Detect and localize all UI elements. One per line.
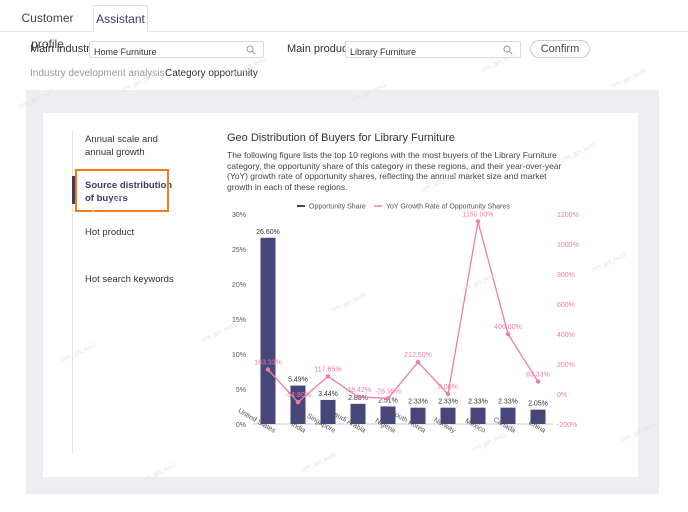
main-product-label: Main product <box>287 43 351 55</box>
y-right-tick-label: 400% <box>557 332 575 339</box>
growth-point <box>355 394 361 399</box>
growth-value-label: -28.95% <box>375 388 401 395</box>
bar-value-label: 3.44% <box>318 391 338 398</box>
y-right-tick-label: 800% <box>557 272 575 279</box>
tab-customer-profile[interactable]: Customer profile <box>21 11 74 51</box>
bar-value-label: 2.33% <box>498 399 518 406</box>
legend-label-line: YoY Growth Rate of Opportunity Shares <box>386 204 510 211</box>
y-right-tick-label: 1200% <box>557 212 579 219</box>
growth-value-label: 163.33% <box>254 360 282 367</box>
y-right-tick-label: 1000% <box>557 242 579 249</box>
y-left-tick-label: 0% <box>236 422 246 429</box>
bar-value-label: 2.33% <box>468 399 488 406</box>
bar-value-label: 2.33% <box>438 399 458 406</box>
main-product-field[interactable] <box>345 41 521 60</box>
growth-point <box>415 359 421 365</box>
chart-description: The following figure lists the top 10 re… <box>227 150 562 192</box>
y-right-tick-label: -200% <box>557 422 577 429</box>
top-tab-bar: Customer profile Assistant <box>0 0 688 51</box>
growth-point <box>505 331 511 337</box>
subtab-industry-development-analysis[interactable]: Industry development analysis <box>30 68 165 79</box>
legend-label-bar: Opportunity Share <box>309 204 366 211</box>
growth-value-label: 0.00% <box>438 384 458 391</box>
sidebar-active-indicator <box>72 176 75 204</box>
chart-bar <box>530 409 546 424</box>
subtab-category-opportunity[interactable]: Category opportunity <box>165 68 258 79</box>
y-left-tick-label: 20% <box>232 282 246 289</box>
tab-assistant[interactable]: Assistant <box>93 5 148 32</box>
main-industry-input[interactable] <box>90 44 263 60</box>
chart-bar <box>500 407 516 424</box>
y-right-tick-label: 200% <box>557 362 575 369</box>
y-left-tick-label: 25% <box>232 247 246 254</box>
bar-value-label: 5.49% <box>288 377 308 384</box>
confirm-button[interactable]: Confirm <box>530 40 590 58</box>
y-left-tick-label: 5% <box>236 387 246 394</box>
bar-value-label: 2.51% <box>378 397 398 404</box>
chart-bar <box>350 403 366 424</box>
growth-point <box>295 400 301 405</box>
bar-value-label: 26.60% <box>256 229 280 236</box>
chart-bar <box>410 407 426 424</box>
chart-title: Geo Distribution of Buyers for Library F… <box>227 132 456 144</box>
chart-bar <box>260 237 276 424</box>
y-right-tick-label: 0% <box>557 392 567 399</box>
highlight-box <box>75 169 169 212</box>
chart-bar <box>440 407 456 424</box>
growth-value-label: 212.50% <box>404 352 432 359</box>
sidebar-divider <box>72 131 73 453</box>
y-left-tick-label: 30% <box>232 212 246 219</box>
main-industry-field[interactable] <box>89 41 264 60</box>
growth-value-label: -54.80% <box>285 392 311 399</box>
y-left-tick-label: 10% <box>232 352 246 359</box>
growth-point <box>475 219 481 224</box>
sidebar-item-annual-scale[interactable]: Annual scale and annual growth <box>85 134 158 158</box>
search-icon[interactable] <box>246 45 256 55</box>
sidebar-item-source-distribution[interactable]: Source distribution of buyers <box>85 180 173 204</box>
growth-line <box>267 221 539 404</box>
growth-point <box>325 374 331 379</box>
growth-value-label: -18.42% <box>345 387 371 394</box>
growth-value-label: 83.33% <box>526 372 550 379</box>
y-right-tick-label: 600% <box>557 302 575 309</box>
chart-bar <box>380 406 396 424</box>
growth-point <box>385 396 391 401</box>
main-industry-label: Main industry <box>30 43 96 55</box>
search-icon[interactable] <box>503 45 513 55</box>
growth-value-label: 400.00% <box>494 324 522 331</box>
bar-value-label: 2.33% <box>408 399 428 406</box>
bar-value-label: 2.05% <box>528 401 548 408</box>
sidebar-item-hot-product[interactable]: Hot product <box>85 227 135 238</box>
growth-point <box>445 391 451 397</box>
chart-bar <box>320 399 336 424</box>
sidebar-item-hot-search-keywords[interactable]: Hot search keywords <box>85 274 174 285</box>
main-product-input[interactable] <box>346 44 520 60</box>
growth-value-label: 117.65% <box>314 366 341 373</box>
y-left-tick-label: 15% <box>232 317 246 324</box>
growth-point <box>265 367 271 372</box>
growth-value-label: 1150.00% <box>462 212 493 219</box>
growth-point <box>535 379 541 384</box>
chart-bar <box>470 407 486 424</box>
chart-bar <box>290 385 306 424</box>
